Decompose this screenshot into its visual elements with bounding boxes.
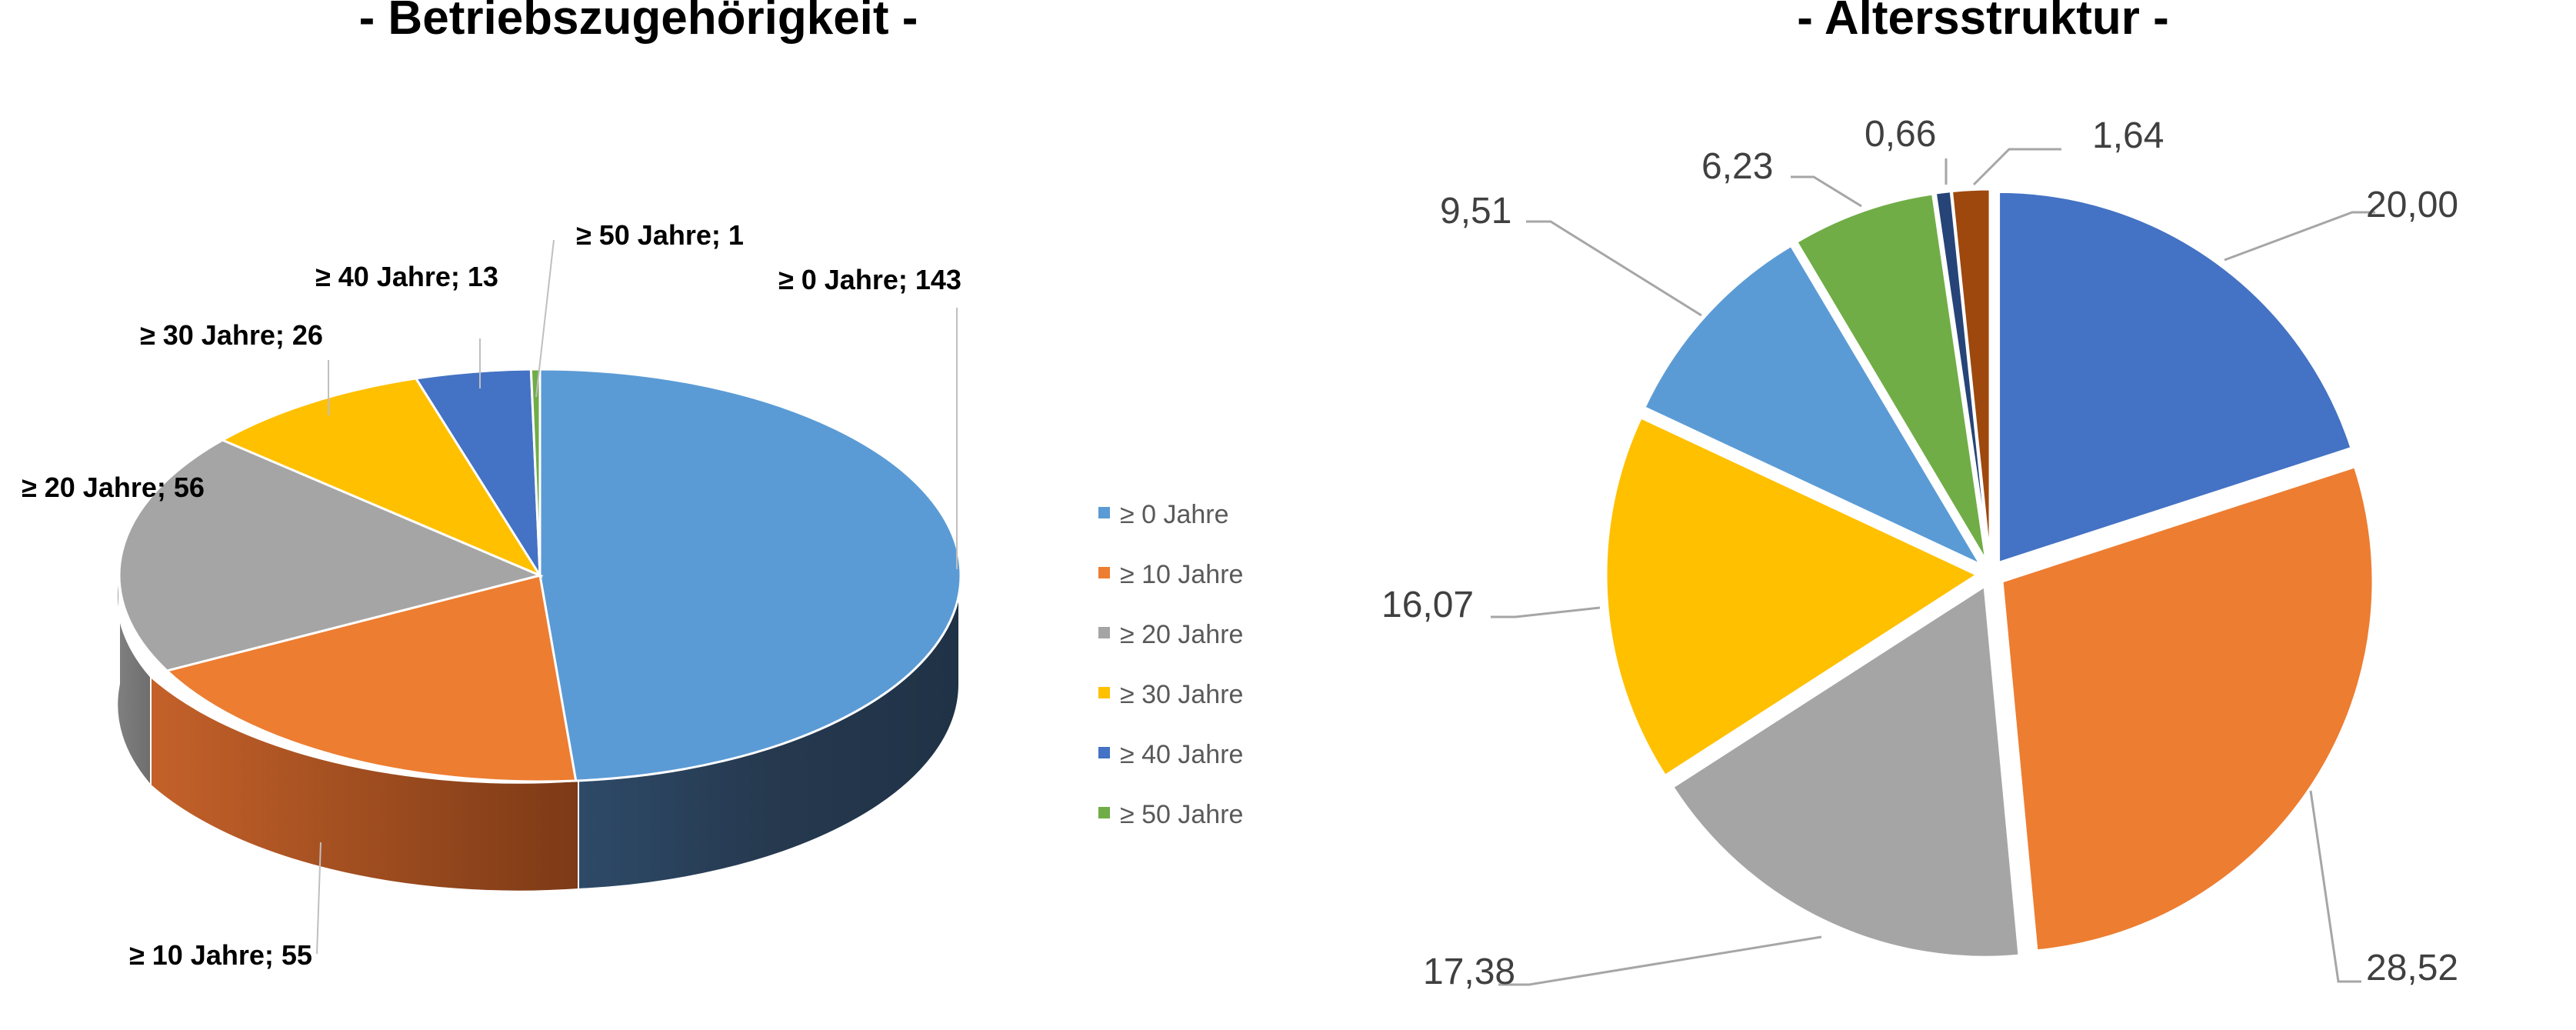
data-label-20-00: 20,00 — [2366, 185, 2458, 225]
data-label-ge-10-jahre: ≥ 10 Jahre; 55 — [129, 939, 312, 971]
svg-text:≥ 40 Jahre: ≥ 40 Jahre — [1120, 740, 1243, 769]
svg-text:≥ 0 Jahre: ≥ 0 Jahre — [1120, 500, 1229, 529]
legend-item-ge-20-jahre: ≥ 20 Jahre — [1098, 620, 1243, 649]
data-label-0-66: 0,66 — [1865, 114, 1936, 155]
legend: ≥ 0 Jahre ≥ 10 Jahre ≥ 20 Jahre ≥ 30 Jah… — [1098, 500, 1243, 829]
data-label-ge-30-jahre: ≥ 30 Jahre; 26 — [140, 319, 323, 351]
pie-slice-ge-10-jahre — [165, 574, 578, 783]
pie-slice-ge-20-jahre — [118, 438, 544, 672]
legend-item-ge-40-jahre: ≥ 40 Jahre — [1098, 740, 1243, 769]
leader-lines-left — [316, 239, 958, 955]
pie-slice-9-51 — [1643, 244, 1984, 568]
data-label-6-23: 6,23 — [1701, 146, 1773, 187]
pie-side-ge-20-jahre — [116, 575, 152, 788]
data-label-16-07: 16,07 — [1381, 585, 1474, 625]
legend-item-ge-0-jahre: ≥ 0 Jahre — [1098, 500, 1229, 529]
pie-slice-ge-30-jahre — [219, 377, 543, 578]
pie-altersstruktur — [1605, 188, 2374, 958]
data-label-ge-40-jahre: ≥ 40 Jahre; 13 — [315, 261, 498, 292]
legend-item-ge-10-jahre: ≥ 10 Jahre — [1098, 560, 1243, 589]
pie-slice-6-23 — [1795, 192, 1988, 562]
svg-text:≥ 30 Jahre: ≥ 30 Jahre — [1120, 680, 1243, 709]
pie-slice-ge-0-jahre — [538, 368, 962, 782]
pie-slice-28-52 — [2001, 465, 2374, 952]
svg-text:≥ 20 Jahre: ≥ 20 Jahre — [1120, 620, 1243, 649]
chart-title-altersstruktur: - Altersstruktur - — [1797, 0, 2168, 45]
data-label-9-51: 9,51 — [1440, 191, 1511, 232]
data-label-ge-20-jahre: ≥ 20 Jahre; 56 — [22, 472, 205, 503]
pie-betriebszugehoerigkeit — [116, 368, 962, 892]
chart-title-betriebszugehoerigkeit: - Betriebszugehörigkeit - — [359, 0, 918, 45]
legend-item-ge-50-jahre: ≥ 50 Jahre — [1098, 800, 1243, 829]
data-label-17-38: 17,38 — [1423, 952, 1515, 992]
pie-slice-17-38 — [1671, 584, 2021, 958]
data-label-1-64: 1,64 — [2092, 115, 2164, 156]
svg-text:≥ 10 Jahre: ≥ 10 Jahre — [1120, 560, 1243, 589]
data-label-28-52: 28,52 — [2366, 948, 2458, 988]
data-label-ge-0-jahre: ≥ 0 Jahre; 143 — [778, 264, 961, 295]
legend-item-ge-30-jahre: ≥ 30 Jahre — [1098, 680, 1243, 709]
pie-slice-20-00 — [1998, 190, 2353, 565]
svg-text:≥ 50 Jahre: ≥ 50 Jahre — [1120, 800, 1243, 829]
pie-slice-16-07 — [1605, 416, 1980, 778]
data-label-ge-50-jahre: ≥ 50 Jahre; 1 — [576, 219, 744, 251]
pie-slice-1-64 — [1950, 188, 1991, 561]
leader-lines-right — [1491, 148, 2375, 986]
